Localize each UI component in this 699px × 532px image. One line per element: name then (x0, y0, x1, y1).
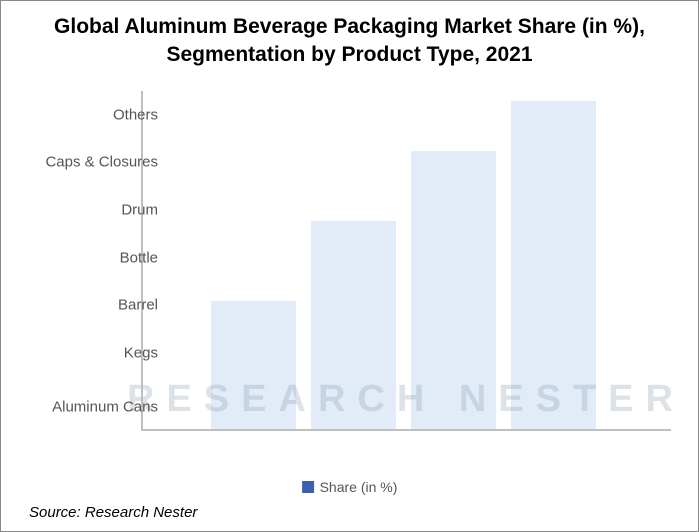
x-axis-line (141, 429, 671, 431)
y-label-barrel: Barrel (18, 297, 158, 314)
chart-title: Global Aluminum Beverage Packaging Marke… (1, 1, 698, 78)
y-label-caps-closures: Caps & Closures (18, 154, 158, 171)
bars-container (143, 91, 671, 429)
y-label-aluminum-cans: Aluminum Cans (18, 399, 158, 416)
y-label-drum: Drum (18, 202, 158, 219)
y-label-others: Others (18, 106, 158, 123)
legend-swatch (302, 481, 314, 493)
legend-label: Share (in %) (320, 479, 398, 495)
source-label: Source: Research Nester (29, 504, 197, 521)
y-label-kegs: Kegs (18, 344, 158, 361)
chart-area: RESEARCH NESTER (141, 91, 671, 461)
y-label-bottle: Bottle (18, 249, 158, 266)
legend: Share (in %) (302, 479, 398, 495)
